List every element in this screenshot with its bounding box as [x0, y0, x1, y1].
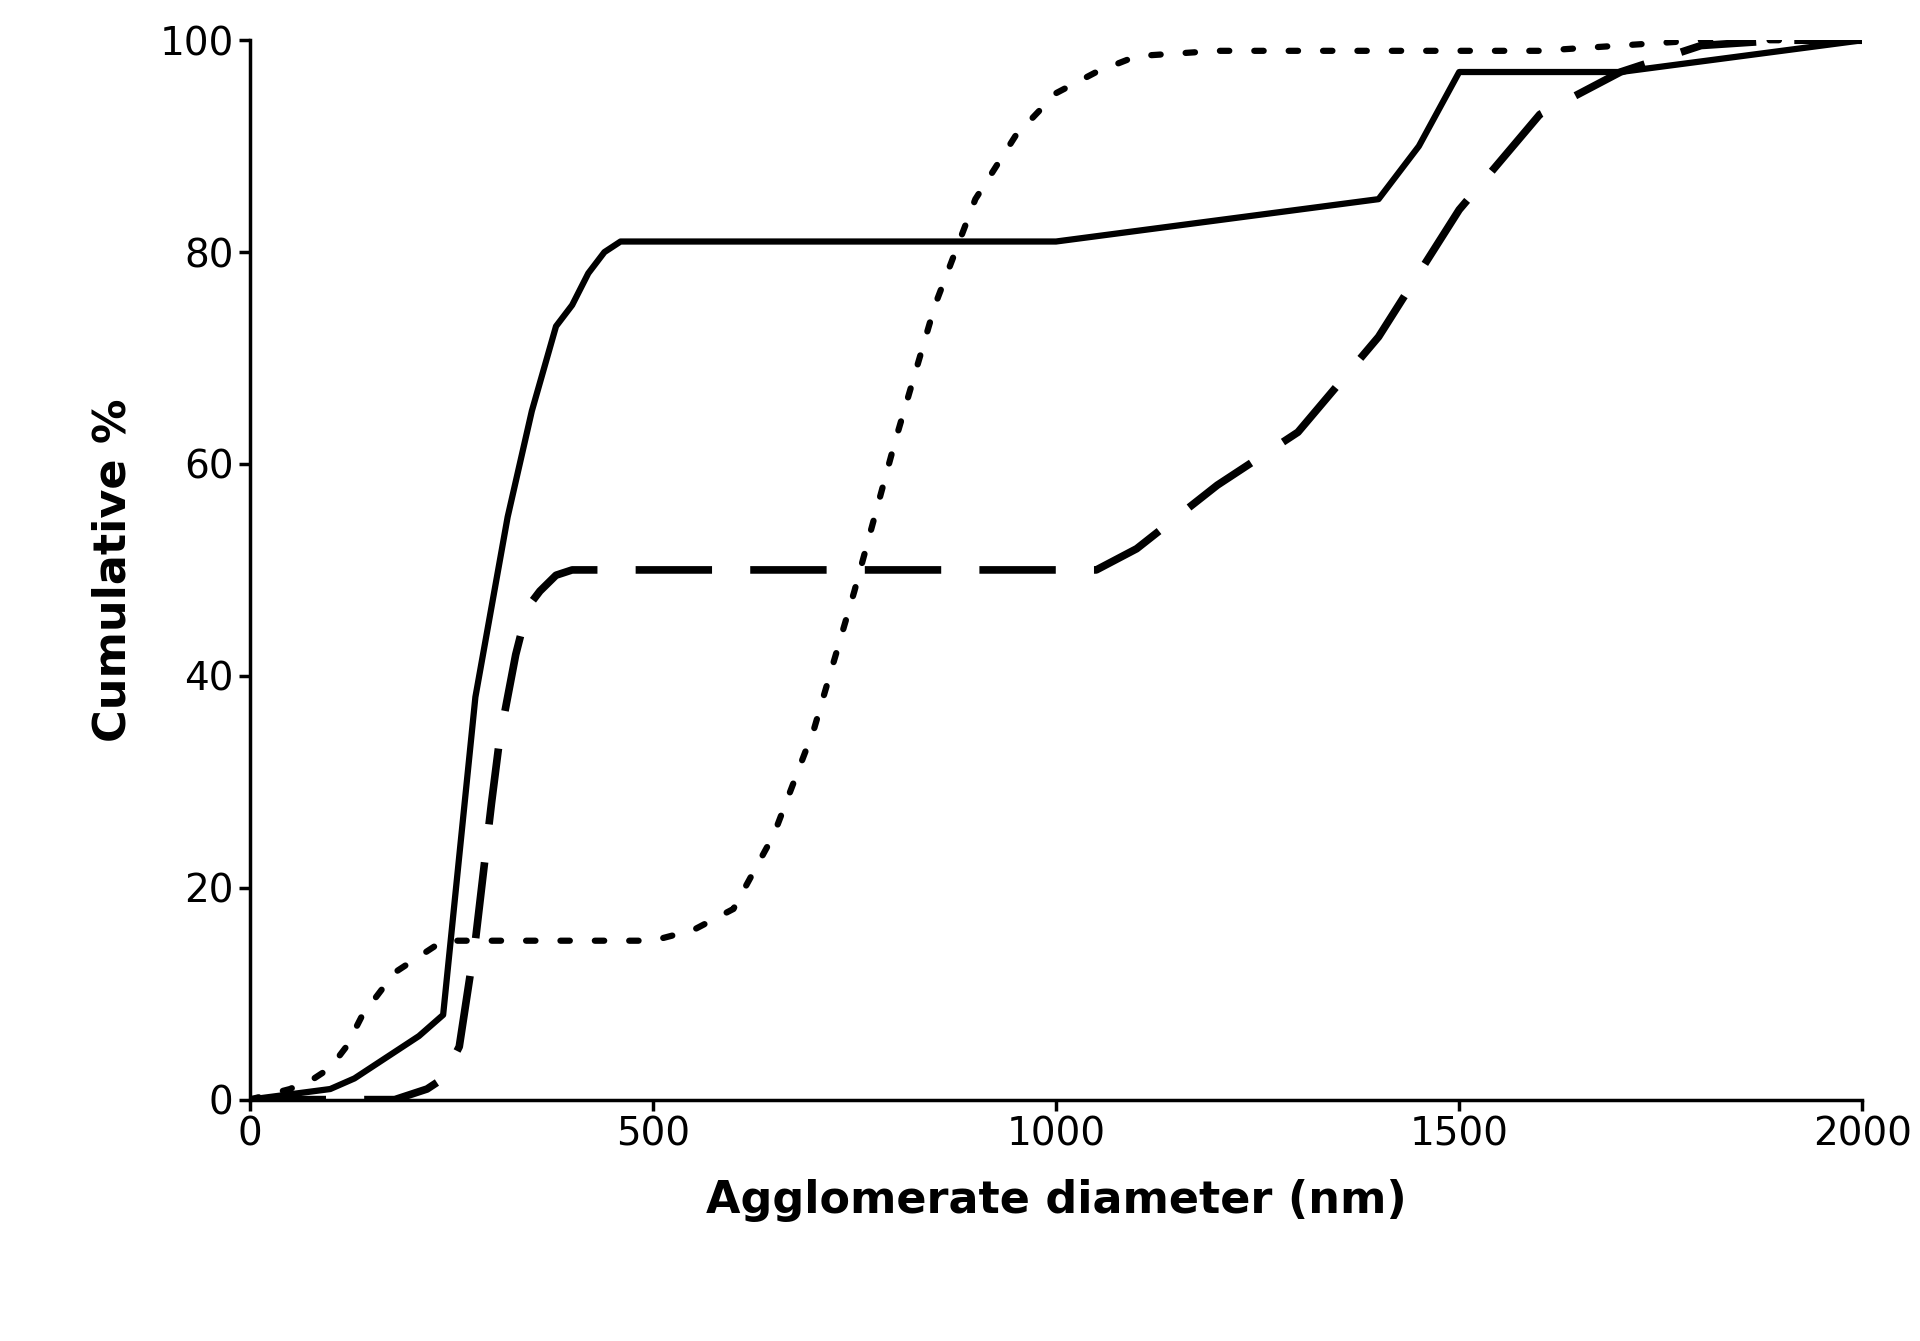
Y-axis label: Cumulative %: Cumulative %: [92, 398, 134, 742]
X-axis label: Agglomerate diameter (nm): Agglomerate diameter (nm): [707, 1179, 1405, 1222]
